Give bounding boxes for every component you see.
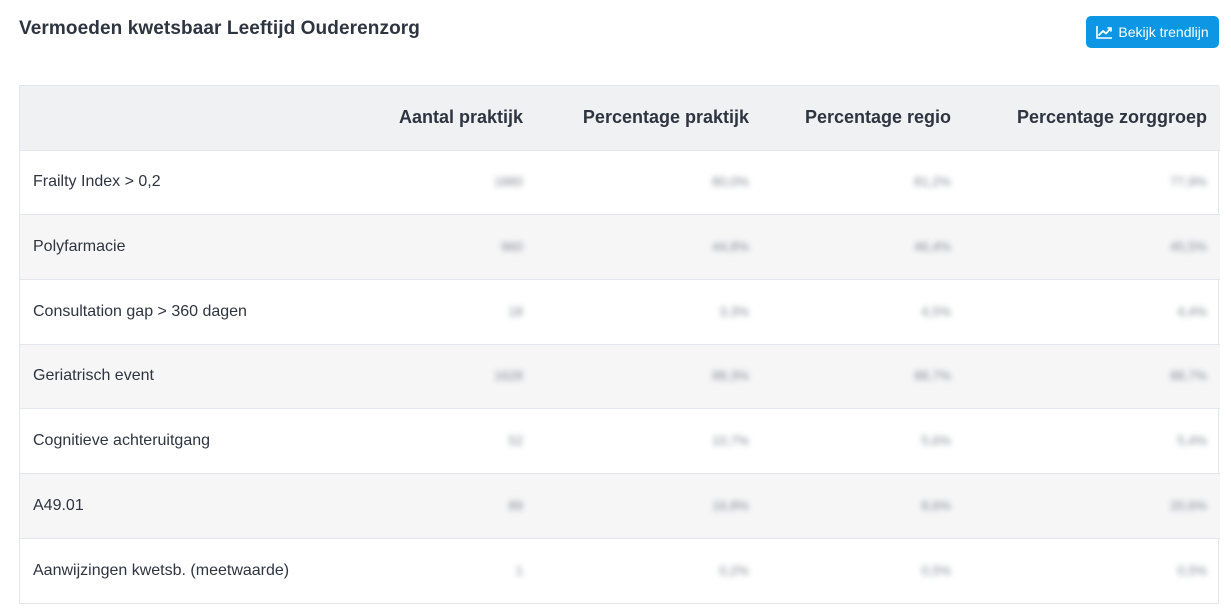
row-label: Geriatrisch event <box>33 367 154 385</box>
cell-percentage-zorggroep: 4,4% <box>1177 303 1207 319</box>
cell-percentage-zorggroep: 5,4% <box>1177 433 1207 449</box>
cell-percentage-praktijk: 10,7% <box>712 433 749 449</box>
trend-line-icon <box>1096 25 1113 39</box>
cell-aantal-praktijk: 1 <box>515 562 523 578</box>
cell-percentage-regio: 4,5% <box>921 303 951 319</box>
column-header-percentage-zorggroep[interactable]: Percentage zorggroep <box>1016 107 1207 128</box>
cell-aantal-praktijk: 18 <box>508 303 523 319</box>
cell-percentage-regio: 8,6% <box>921 497 951 513</box>
cell-percentage-regio: 46,4% <box>914 239 951 255</box>
cell-percentage-praktijk: 88,3% <box>712 368 749 384</box>
cell-percentage-regio: 88,7% <box>914 368 951 384</box>
column-header-label <box>20 86 356 150</box>
row-label: Aanwijzingen kwetsb. (meetwaarde) <box>33 561 290 579</box>
cell-percentage-praktijk: 16,8% <box>712 497 749 513</box>
cell-percentage-zorggroep: 20,6% <box>1170 497 1207 513</box>
cell-percentage-zorggroep: 77,9% <box>1170 174 1207 190</box>
cell-percentage-zorggroep: 0,5% <box>1177 562 1207 578</box>
column-header-percentage-praktijk[interactable]: Percentage praktijk <box>582 107 749 128</box>
row-label: A49.01 <box>33 496 84 514</box>
row-label: Frailty Index > 0,2 <box>33 173 161 191</box>
table-row: A49.01 89 16,8% 8,6% 20,6% <box>20 473 1220 539</box>
table-row: Frailty Index > 0,2 1880 80,0% 81,2% 77,… <box>20 150 1220 215</box>
data-table-container: Aantal praktijk Percentage praktijk Perc… <box>19 85 1220 604</box>
cell-percentage-regio: 5,6% <box>921 433 951 449</box>
table-row: Polyfarmacie 960 44,8% 46,4% 45,5% <box>20 214 1220 280</box>
column-header-percentage-regio[interactable]: Percentage regio <box>804 107 951 128</box>
view-trendline-button[interactable]: Bekijk trendlijn <box>1086 16 1219 48</box>
view-trendline-label: Bekijk trendlijn <box>1118 24 1209 40</box>
table-row: Consultation gap > 360 dagen 18 3,3% 4,5… <box>20 279 1220 344</box>
table-row: Cognitieve achteruitgang 52 10,7% 5,6% 5… <box>20 408 1220 474</box>
column-header-aantal-praktijk[interactable]: Aantal praktijk <box>398 107 523 128</box>
cell-percentage-regio: 81,2% <box>914 174 951 190</box>
cell-percentage-praktijk: 80,0% <box>712 174 749 190</box>
cell-percentage-zorggroep: 88,7% <box>1170 368 1207 384</box>
row-label: Cognitieve achteruitgang <box>33 432 211 450</box>
cell-aantal-praktijk: 1628 <box>494 368 523 384</box>
cell-percentage-praktijk: 44,8% <box>712 239 749 255</box>
table-row: Aanwijzingen kwetsb. (meetwaarde) 1 0,2%… <box>20 538 1220 603</box>
row-label: Polyfarmacie <box>33 238 126 256</box>
cell-percentage-praktijk: 0,2% <box>719 562 749 578</box>
cell-aantal-praktijk: 1880 <box>494 174 523 190</box>
table-header-row: Aantal praktijk Percentage praktijk Perc… <box>20 86 1220 150</box>
cell-percentage-praktijk: 3,3% <box>719 303 749 319</box>
cell-aantal-praktijk: 960 <box>501 239 523 255</box>
page-title: Vermoeden kwetsbaar Leeftijd Ouderenzorg <box>19 18 420 39</box>
cell-aantal-praktijk: 52 <box>508 433 523 449</box>
row-label: Consultation gap > 360 dagen <box>33 302 247 320</box>
cell-percentage-regio: 0,5% <box>921 562 951 578</box>
cell-percentage-zorggroep: 45,5% <box>1170 239 1207 255</box>
cell-aantal-praktijk: 89 <box>508 497 523 513</box>
data-table: Aantal praktijk Percentage praktijk Perc… <box>20 86 1220 603</box>
table-row: Geriatrisch event 1628 88,3% 88,7% 88,7% <box>20 344 1220 409</box>
